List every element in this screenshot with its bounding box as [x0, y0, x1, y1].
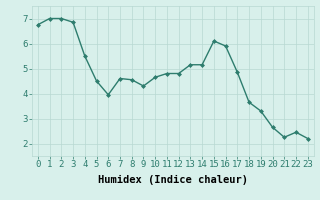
- X-axis label: Humidex (Indice chaleur): Humidex (Indice chaleur): [98, 175, 248, 185]
